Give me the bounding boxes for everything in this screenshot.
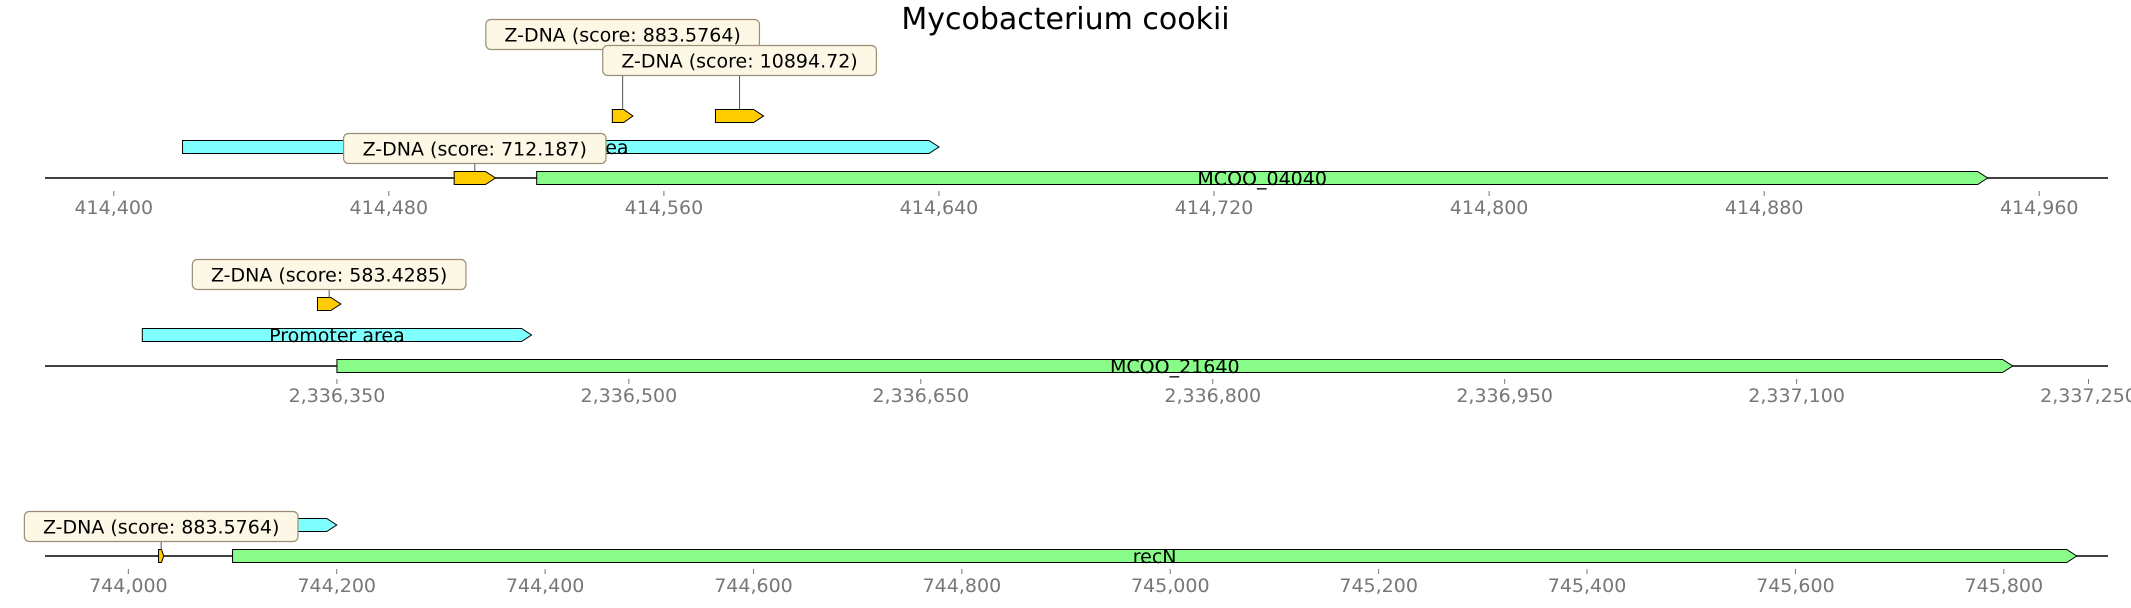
axis-tick-label: 414,960 [2000, 197, 2079, 219]
axis-tick-label: 745,600 [1756, 575, 1835, 597]
axis-tick-label: 744,600 [714, 575, 793, 597]
zdna-feature-arrow [453, 171, 497, 185]
axis-tick-label: 414,560 [625, 197, 704, 219]
callout-label: Z-DNA (score: 583.4285) [211, 265, 447, 287]
axis-tick-label: 414,880 [1725, 197, 1804, 219]
gene-label: MCOO_04040 [1197, 168, 1327, 190]
callout-box [23, 510, 299, 543]
gene-feature-arrow [232, 549, 2078, 563]
promoter-feature-arrow [141, 328, 533, 342]
axis-tick-label: 414,720 [1175, 197, 1254, 219]
promoter-label: Promoter area [269, 325, 405, 347]
axis-tick-label: 745,000 [1131, 575, 1210, 597]
axis-tick-label: 744,800 [923, 575, 1002, 597]
callout-box [602, 44, 877, 77]
gene-feature-arrow [536, 171, 1989, 185]
axis-tick-label: 744,000 [89, 575, 168, 597]
axis-tick-label: 2,336,950 [1456, 385, 1553, 407]
axis-tick-label: 2,336,650 [872, 385, 969, 407]
axis-tick-label: 744,200 [297, 575, 376, 597]
callout-box [191, 258, 467, 291]
axis-tick-label: 744,400 [506, 575, 585, 597]
axis-tick-label: 2,336,500 [581, 385, 678, 407]
axis-tick-label: 745,400 [1548, 575, 1627, 597]
gene-feature-arrow [336, 359, 2014, 373]
zdna-feature-arrow [714, 109, 765, 123]
axis-tick-label: 2,336,350 [289, 385, 386, 407]
axis-tick-label: 414,640 [900, 197, 979, 219]
axis-tick-label: 745,200 [1339, 575, 1418, 597]
gene-label: MCOO_21640 [1110, 356, 1240, 378]
callout-label: Z-DNA (score: 883.5764) [504, 25, 740, 47]
gene-label: recN [1133, 546, 1177, 568]
zdna-feature-arrow [158, 549, 165, 563]
axis-tick-label: 414,800 [1450, 197, 1529, 219]
callout-label: Z-DNA (score: 10894.72) [621, 51, 857, 73]
callout-label: Z-DNA (score: 712.187) [363, 139, 587, 161]
axis-tick-label: 414,400 [74, 197, 153, 219]
axis-tick-label: 2,337,100 [1748, 385, 1845, 407]
zdna-feature-arrow [316, 297, 342, 311]
axis-tick-label: 745,800 [1965, 575, 2044, 597]
axis-tick-label: 2,337,250 [2040, 385, 2131, 407]
figure-title: Mycobacterium cookii [901, 2, 1230, 37]
axis-tick-label: 2,336,800 [1164, 385, 1261, 407]
callout-label: Z-DNA (score: 883.5764) [43, 517, 279, 539]
axis-tick-label: 414,480 [350, 197, 429, 219]
zdna-feature-arrow [611, 109, 634, 123]
callout-box [342, 132, 607, 165]
